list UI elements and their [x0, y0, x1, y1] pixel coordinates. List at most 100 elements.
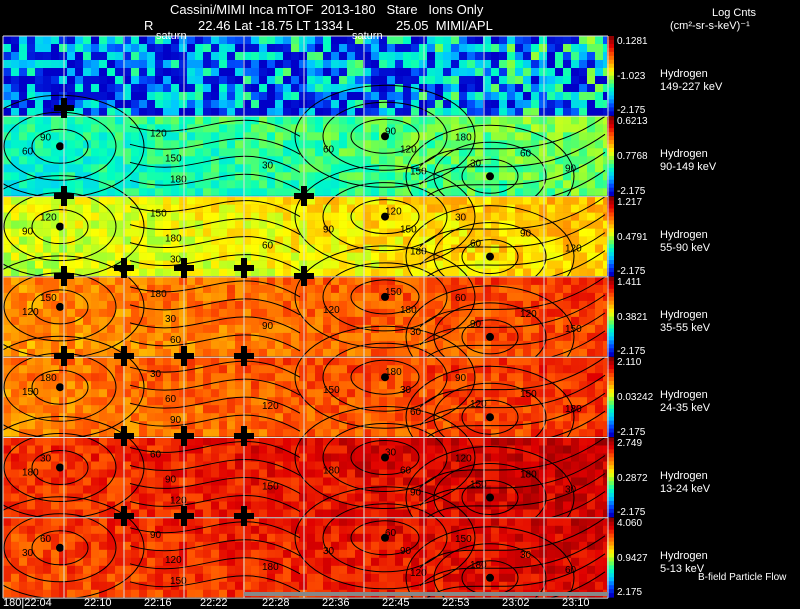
heatmap-cell [427, 461, 436, 470]
heatmap-cell [363, 509, 372, 518]
heatmap-cell [139, 365, 148, 374]
heatmap-cell [195, 316, 204, 326]
heatmap-cell [563, 92, 572, 101]
heatmap-cell [75, 212, 84, 221]
heatmap-cell [491, 140, 500, 149]
heatmap-cell [443, 100, 452, 109]
heatmap-cell [555, 276, 564, 286]
heatmap-cell [507, 365, 516, 374]
heatmap-cell [203, 437, 212, 446]
heatmap-cell [163, 228, 172, 237]
heatmap-cell [459, 164, 468, 173]
heatmap-cell [3, 316, 12, 326]
heatmap-cell [547, 284, 556, 294]
heatmap-cell [171, 453, 180, 462]
heatmap-cell [123, 477, 132, 486]
heatmap-cell [251, 172, 260, 181]
heatmap-cell [59, 236, 68, 245]
heatmap-cell [363, 68, 372, 77]
colorbar-segment [607, 465, 614, 470]
heatmap-cell [547, 324, 556, 334]
heatmap-cell [291, 308, 300, 318]
heatmap-cell [67, 60, 76, 69]
heatmap-cell [387, 525, 396, 535]
heatmap-cell [123, 100, 132, 109]
heatmap-cell [499, 36, 508, 45]
heatmap-cell [67, 276, 76, 286]
heatmap-cell [75, 44, 84, 53]
heatmap-cell [515, 116, 524, 125]
heatmap-cell [323, 300, 332, 310]
heatmap-cell [107, 493, 116, 502]
heatmap-cell [59, 445, 68, 454]
heatmap-cell [283, 36, 292, 45]
heatmap-cell [355, 108, 364, 116]
heatmap-cell [443, 252, 452, 261]
heatmap-cell [547, 84, 556, 93]
heatmap-cell [379, 525, 388, 535]
heatmap-cell [387, 413, 396, 422]
heatmap-cell [475, 493, 484, 502]
heatmap-cell [131, 68, 140, 77]
heatmap-cell [435, 132, 444, 141]
heatmap-cell [99, 220, 108, 229]
heatmap-cell [587, 260, 596, 269]
heatmap-cell [459, 44, 468, 53]
heatmap-cell [155, 292, 164, 302]
heatmap-cell [379, 445, 388, 454]
heatmap-cell [99, 108, 108, 116]
heatmap-cell [131, 357, 140, 366]
heatmap-cell [307, 469, 316, 478]
heatmap-cell [579, 284, 588, 294]
heatmap-cell [347, 124, 356, 133]
heatmap-cell [51, 164, 60, 173]
heatmap-cell [19, 132, 28, 141]
heatmap-cell [11, 525, 20, 535]
contour-label: 60 [410, 407, 422, 418]
heatmap-cell [267, 381, 276, 390]
heatmap-cell [299, 469, 308, 478]
heatmap-cell [19, 228, 28, 237]
heatmap-cell [443, 477, 452, 486]
heatmap-cell [11, 60, 20, 69]
heatmap-cell [475, 76, 484, 85]
heatmap-cell [219, 52, 228, 61]
heatmap-cell [499, 44, 508, 53]
heatmap-cell [323, 140, 332, 149]
heatmap-cell [123, 525, 132, 535]
heatmap-cell [283, 76, 292, 85]
heatmap-cell [83, 116, 92, 125]
heatmap-cell [11, 429, 20, 437]
heatmap-cell [427, 421, 436, 430]
heatmap-cell [227, 381, 236, 390]
heatmap-cell [523, 389, 532, 398]
heatmap-cell [115, 100, 124, 109]
heatmap-cell [115, 501, 124, 510]
heatmap-cell [259, 204, 268, 213]
heatmap-cell [347, 140, 356, 149]
heatmap-cell [331, 204, 340, 213]
heatmap-cell [515, 308, 524, 318]
heatmap-cell [67, 357, 76, 366]
heatmap-cell [307, 236, 316, 245]
heatmap-cell [75, 164, 84, 173]
heatmap-cell [187, 52, 196, 61]
heatmap-cell [467, 92, 476, 101]
heatmap-cell [403, 493, 412, 502]
heatmap-cell [139, 260, 148, 269]
heatmap-cell [83, 244, 92, 253]
heatmap-cell [435, 357, 444, 366]
heatmap-cell [395, 156, 404, 165]
heatmap-cell [379, 308, 388, 318]
heatmap-cell [307, 156, 316, 165]
heatmap-cell [315, 373, 324, 382]
heatmap-cell [131, 501, 140, 510]
contour-line [461, 399, 519, 435]
heatmap-cell [363, 373, 372, 382]
heatmap-cell [11, 357, 20, 366]
heatmap-cell [547, 188, 556, 196]
heatmap-cell [147, 156, 156, 165]
heatmap-cell [515, 132, 524, 141]
heatmap-cell [347, 316, 356, 326]
heatmap-cell [443, 525, 452, 535]
